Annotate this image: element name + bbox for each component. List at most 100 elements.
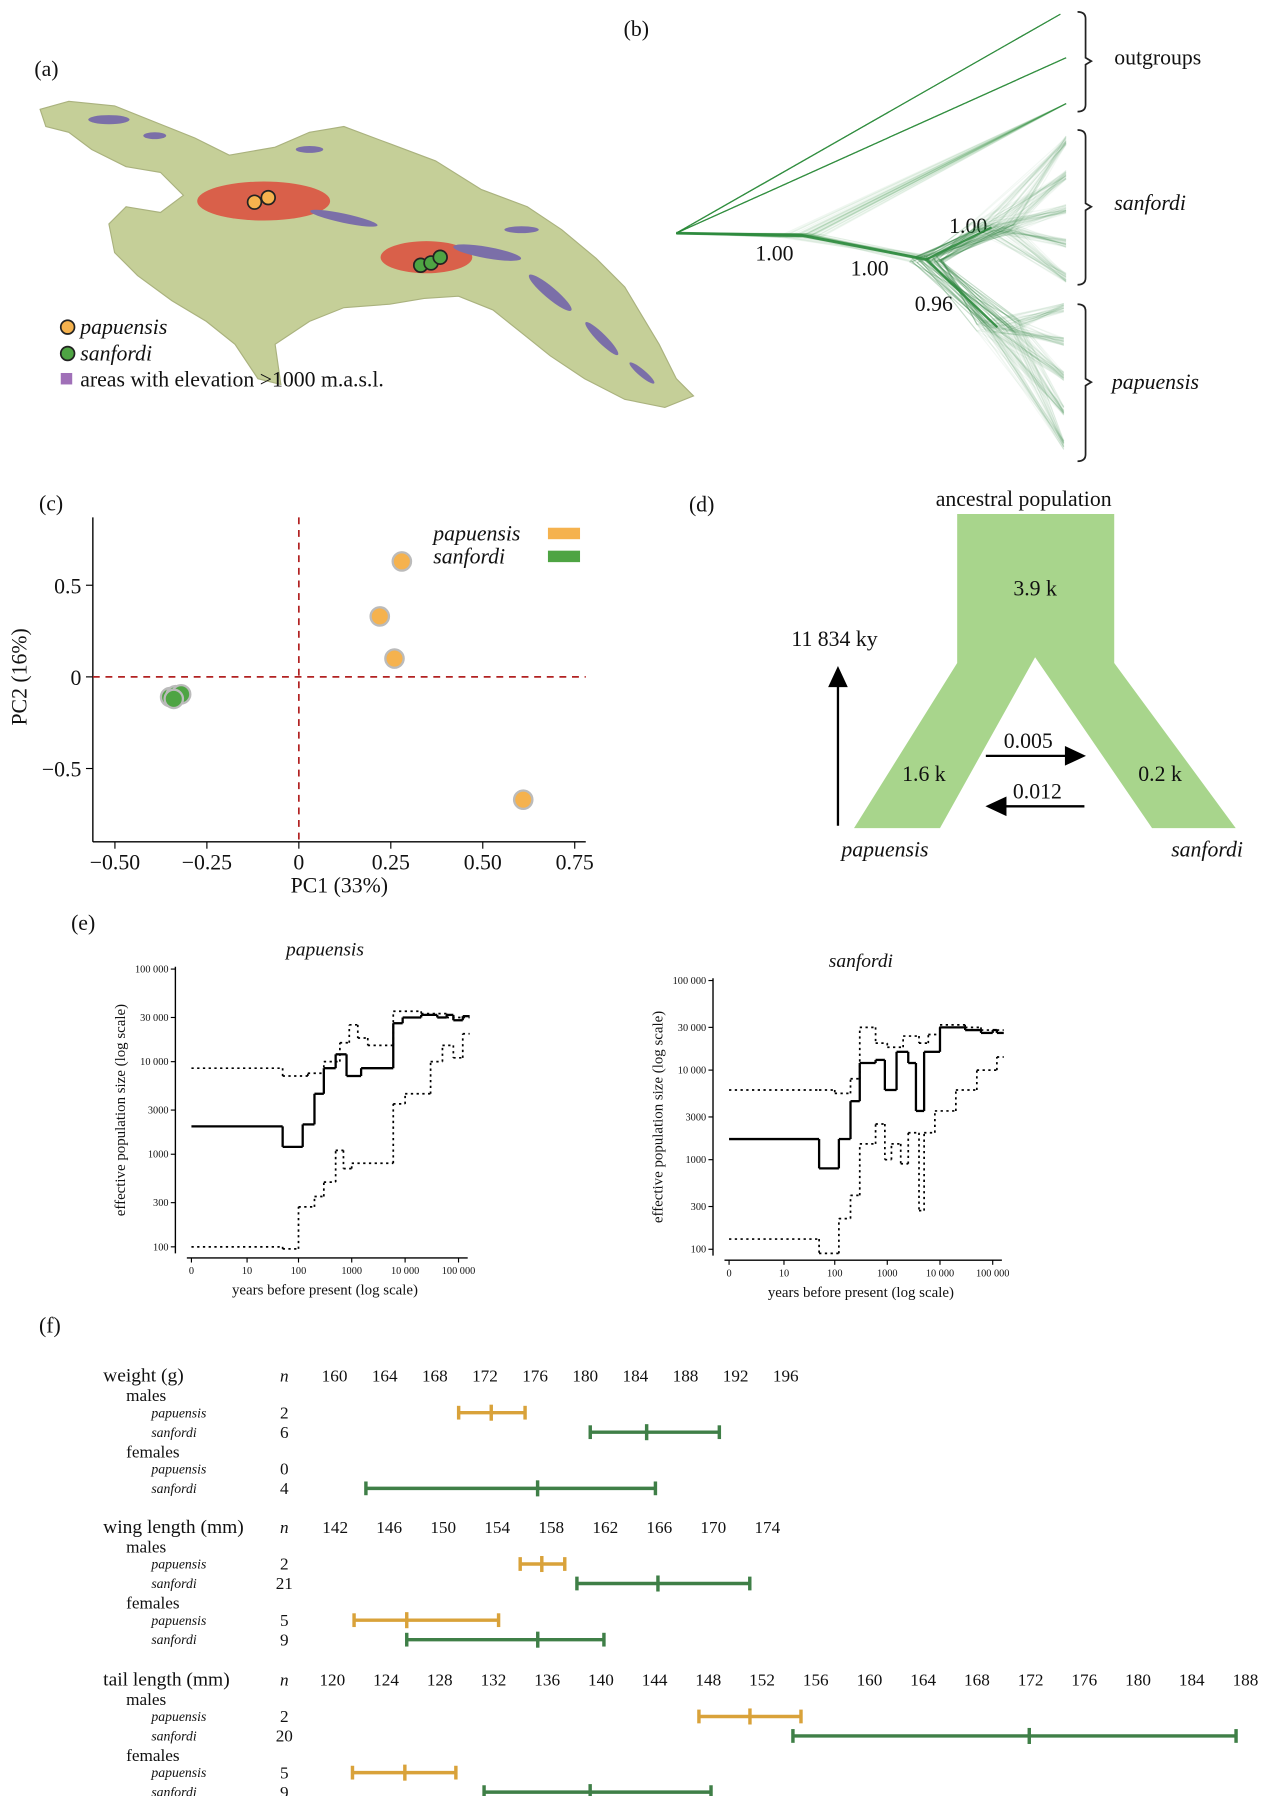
x-axis-label: PC1 (33%)	[291, 873, 388, 897]
x-tick-label: 168	[964, 1671, 990, 1690]
x-axis-label: years before present (log scale)	[768, 1285, 954, 1301]
group-label: females	[126, 1442, 180, 1461]
x-tick-label: 10	[242, 1266, 252, 1277]
x-tick-label: −0.50	[90, 850, 140, 874]
row-n: 2	[280, 1707, 289, 1726]
x-tick-label: 0.25	[372, 850, 410, 874]
x-tick-label: 0	[293, 850, 304, 874]
group-label: males	[126, 1538, 166, 1557]
legend-text: papuensis	[431, 521, 520, 545]
panel-label: (b)	[624, 17, 649, 41]
x-tick-label: 156	[803, 1671, 829, 1690]
row-label: papuensis	[150, 1557, 206, 1572]
y-tick-label: 300	[691, 1202, 706, 1213]
row-n: 9	[280, 1783, 289, 1796]
legend-marker	[61, 347, 75, 361]
x-tick-label: 168	[422, 1367, 448, 1386]
y-tick-label: −0.5	[42, 758, 82, 782]
row-label: papuensis	[150, 1405, 206, 1420]
legend-text: areas with elevation >1000 m.a.s.l.	[80, 368, 384, 392]
support-value: 1.00	[851, 257, 889, 281]
legend-text: papuensis	[78, 315, 167, 339]
model-label: papuensis	[839, 838, 928, 862]
n-header: n	[280, 1367, 289, 1386]
x-tick-label: 160	[322, 1367, 348, 1386]
row-label: sanfordi	[151, 1785, 197, 1796]
row-n: 20	[276, 1727, 293, 1746]
chart-title: papuensis	[284, 939, 364, 960]
x-tick-label: 148	[695, 1671, 721, 1690]
y-axis-label: effective population size (log scale)	[113, 1004, 129, 1216]
x-tick-label: −0.25	[182, 850, 232, 874]
x-tick-label: 100	[827, 1268, 842, 1279]
y-tick-label: 10 000	[678, 1066, 706, 1077]
chart-title: sanfordi	[829, 951, 893, 972]
section-title: weight (g)	[103, 1366, 184, 1387]
support-value: 0.96	[915, 292, 953, 316]
clade-label: sanfordi	[1114, 191, 1186, 215]
x-tick-label: 160	[857, 1671, 883, 1690]
y-tick-label: 3000	[686, 1112, 707, 1123]
x-tick-label: 100 000	[442, 1266, 475, 1277]
x-tick-label: 10 000	[391, 1266, 419, 1277]
group-label: males	[126, 1690, 166, 1709]
row-label: papuensis	[150, 1461, 206, 1476]
x-tick-label: 100	[291, 1266, 306, 1277]
map: papuensis sanfordi areas with elevation …	[40, 101, 693, 407]
y-axis-label: effective population size (log scale)	[651, 1011, 667, 1223]
x-tick-label: 136	[534, 1671, 560, 1690]
point	[371, 607, 389, 625]
x-tick-label: 172	[472, 1367, 498, 1386]
x-tick-label: 184	[1179, 1671, 1205, 1690]
x-tick-label: 142	[322, 1518, 348, 1537]
row-label: papuensis	[150, 1613, 206, 1628]
x-tick-label: 192	[723, 1367, 749, 1386]
x-tick-label: 1000	[877, 1268, 898, 1279]
model-label: 11 834 ky	[791, 627, 877, 651]
model-label: 0.005	[1004, 729, 1053, 753]
y-tick-label: 10 000	[140, 1057, 168, 1068]
row-n: 0	[280, 1460, 289, 1479]
legend-marker	[61, 320, 75, 334]
tree: 1.00 1.00 1.00 0.96 outgroups sanfordi p…	[676, 12, 1201, 461]
y-tick-label: 1000	[148, 1150, 169, 1161]
model-label: 0.012	[1013, 779, 1062, 803]
panel-label: (d)	[689, 493, 714, 517]
row-n: 21	[276, 1574, 293, 1593]
panel-label: (a)	[34, 57, 58, 81]
x-tick-label: 172	[1018, 1671, 1044, 1690]
x-tick-label: 100 000	[976, 1268, 1009, 1279]
y-tick-label: 30 000	[140, 1013, 168, 1024]
row-n: 2	[280, 1403, 289, 1422]
y-tick-label: 30 000	[678, 1023, 706, 1034]
group-label: males	[126, 1386, 166, 1405]
y-tick-label: 100 000	[135, 965, 168, 976]
row-n: 5	[280, 1611, 289, 1630]
x-tick-label: 128	[427, 1671, 453, 1690]
clade-label: outgroups	[1114, 46, 1201, 70]
y-tick-label: 300	[153, 1198, 168, 1209]
x-tick-label: 10 000	[926, 1268, 954, 1279]
brackets	[1078, 12, 1092, 461]
x-tick-label: 0	[726, 1268, 731, 1279]
panel-label: (c)	[39, 492, 63, 516]
point	[514, 791, 532, 809]
x-tick-label: 166	[646, 1518, 672, 1537]
x-tick-label: 174	[754, 1518, 780, 1537]
figure: (a) (b) (c) (d) (e) (f) papuensis sanfor…	[0, 0, 1277, 1796]
row-n: 6	[280, 1423, 289, 1442]
row-label: sanfordi	[151, 1425, 197, 1440]
row-label: sanfordi	[151, 1481, 197, 1496]
row-label: sanfordi	[151, 1632, 197, 1647]
n-header: n	[280, 1671, 289, 1690]
y-tick-label: 0	[70, 666, 81, 690]
x-tick-label: 176	[522, 1367, 548, 1386]
x-tick-label: 176	[1071, 1671, 1097, 1690]
point	[385, 649, 403, 667]
legend-swatch	[548, 551, 580, 562]
x-tick-label: 170	[700, 1518, 726, 1537]
row-label: sanfordi	[151, 1729, 197, 1744]
x-tick-label: 180	[572, 1367, 598, 1386]
x-tick-label: 120	[319, 1671, 345, 1690]
x-tick-label: 144	[642, 1671, 668, 1690]
